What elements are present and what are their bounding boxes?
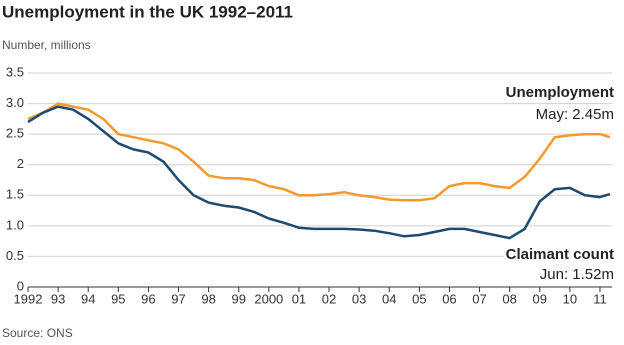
y-tick-label: 0 (17, 278, 24, 293)
line-series (27, 102, 611, 202)
annotation: Jun: 1.52m (540, 266, 614, 283)
line-series (27, 105, 611, 240)
x-tick-label: 93 (51, 291, 65, 306)
y-tick-label: 2 (17, 156, 24, 171)
x-tick-label: 04 (382, 291, 396, 306)
y-tick-label: 1.0 (6, 217, 24, 232)
x-tick-label: 06 (442, 291, 456, 306)
x-tick-label: 99 (231, 291, 245, 306)
y-tick-label: 0.5 (6, 248, 24, 263)
x-tick-label: 01 (292, 291, 306, 306)
x-tick-label: 08 (502, 291, 516, 306)
x-tick-label: 11 (593, 291, 607, 306)
chart-subtitle: Number, millions (2, 38, 91, 52)
y-tick-label: 1.5 (6, 187, 24, 202)
x-tick-label: 05 (412, 291, 426, 306)
x-tick-label: 94 (81, 291, 95, 306)
x-tick-label: 10 (563, 291, 577, 306)
annotation: Unemployment (506, 84, 614, 101)
x-tick-label: 2000 (254, 291, 283, 306)
chart-title: Unemployment in the UK 1992–2011 (2, 2, 293, 21)
y-tick-label: 3.5 (6, 64, 24, 79)
x-tick-label: 97 (171, 291, 185, 306)
x-tick-label: 02 (322, 291, 336, 306)
annotation: May: 2.45m (536, 106, 614, 123)
source: Source: ONS (2, 326, 73, 340)
y-tick-label: 2.5 (6, 126, 24, 141)
x-tick-label: 09 (533, 291, 547, 306)
x-tick-label: 96 (141, 291, 155, 306)
x-tick-label: 98 (201, 291, 215, 306)
x-tick-label: 03 (352, 291, 366, 306)
y-tick-label: 3.0 (6, 95, 24, 110)
x-tick-label: 95 (111, 291, 125, 306)
x-tick-label: 1992 (14, 291, 43, 306)
x-tick-label: 07 (472, 291, 486, 306)
annotation: Claimant count (506, 246, 614, 263)
